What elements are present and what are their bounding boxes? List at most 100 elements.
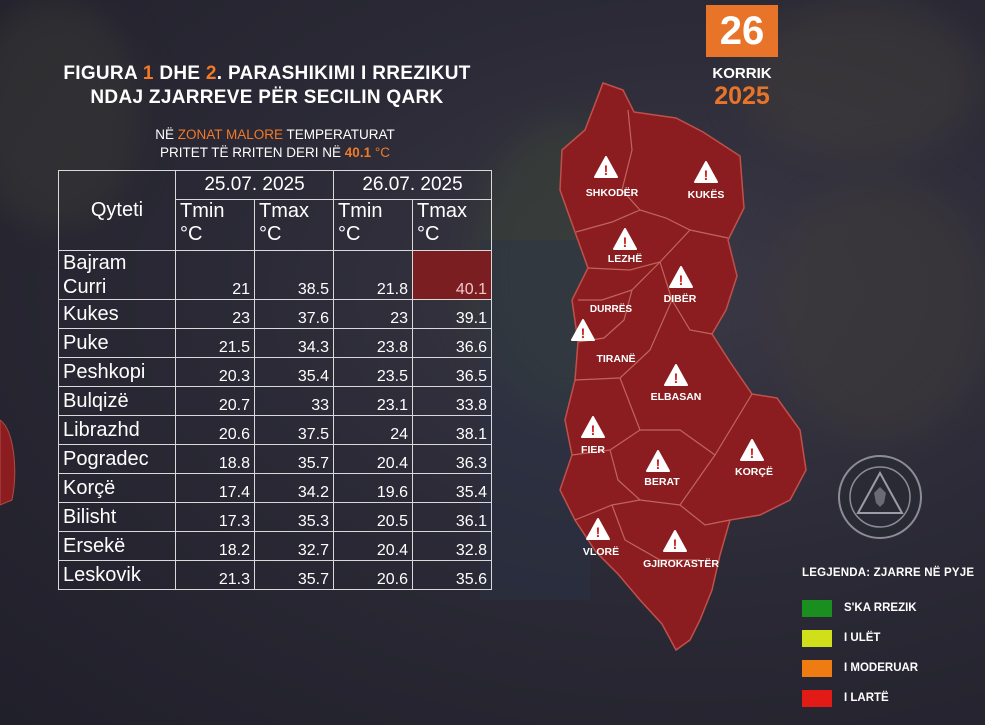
- terrain-texture: [770, 180, 985, 440]
- legend-swatch-yellow: [802, 629, 832, 647]
- title-line-2: NDAJ ZJARREVE PËR SECILIN QARK: [90, 87, 444, 108]
- table-row: Leskovik 21.3 35.7 20.6 35.6: [58, 560, 492, 590]
- svg-text:!: !: [679, 272, 684, 288]
- svg-text:!: !: [673, 536, 678, 552]
- region-label: DIBËR: [664, 292, 697, 305]
- tmin-cell: 19.6: [333, 473, 413, 503]
- region-labels: SHKODËR KUKËS LEZHË DIBËR DURRËS TIRANË ELBASA…: [581, 186, 773, 570]
- region-label: VLORË: [583, 545, 619, 558]
- region-label: FIER: [581, 444, 605, 456]
- tmax-cell: 36.5: [412, 357, 492, 387]
- note-text: TEMPERATURAT: [283, 127, 395, 142]
- tmin-cell: 17.3: [175, 502, 255, 532]
- tmin-cell: 20.6: [333, 560, 413, 590]
- warning-triangle-icon: !: [586, 518, 610, 540]
- figure-number-2: 2: [205, 63, 217, 84]
- region-label: SHKODËR: [586, 186, 639, 199]
- tmax-cell: 37.6: [254, 299, 334, 329]
- region-label: KUKËS: [688, 188, 725, 201]
- tmax-cell: 34.3: [254, 328, 334, 358]
- title-text: . PARASHIKIMI I RREZIKUT: [216, 63, 471, 84]
- date-header-1: 25.07. 2025: [175, 170, 334, 200]
- tmin-cell: 21.8: [333, 250, 413, 300]
- temperature-note: NË ZONAT MALORE TEMPERATURAT PRITET TË R…: [110, 126, 440, 162]
- table-row: Bajram Curri 21 38.5 21.8 40.1: [58, 250, 492, 300]
- albania-outline: [559, 82, 807, 652]
- city-cell: Korçë: [58, 473, 176, 503]
- tmin-cell: 23.1: [333, 386, 413, 416]
- svg-text:!: !: [656, 456, 661, 472]
- tmax-cell: 36.3: [412, 444, 492, 474]
- tmax-cell: 33.8: [412, 386, 492, 416]
- title-text: DHE: [153, 63, 206, 84]
- date-header-2: 26.07. 2025: [333, 170, 492, 200]
- tmax-cell: 37.5: [254, 415, 334, 445]
- legend-title: LEGJENDA: ZJARRE NË PYJE: [802, 567, 975, 579]
- tmax-cell: 39.1: [412, 299, 492, 329]
- warning-triangle-icon: !: [594, 156, 618, 178]
- note-text: PRITET TË RRITEN DERI NË: [160, 145, 345, 160]
- tmin-cell: 18.8: [175, 444, 255, 474]
- svg-text:!: !: [596, 524, 601, 540]
- svg-text:!: !: [704, 167, 709, 183]
- tmin-header: Tmin °C: [333, 199, 413, 251]
- city-cell: Ersekë: [58, 531, 176, 561]
- legend-label: I LARTË: [844, 692, 889, 704]
- warning-triangle-icon: !: [740, 439, 764, 461]
- tmax-cell: 35.6: [412, 560, 492, 590]
- legend-label: I MODERUAR: [844, 662, 919, 674]
- city-cell: Leskovik: [58, 560, 176, 590]
- tmax-cell: 35.7: [254, 444, 334, 474]
- city-cell: Bulqizë: [58, 386, 176, 416]
- title-text: FIGURA: [63, 63, 143, 84]
- city-cell: Bilisht: [58, 502, 176, 532]
- tmin-cell: 21: [175, 250, 255, 300]
- warning-triangle-icon: !: [581, 416, 605, 438]
- neighbor-region-shape: [0, 419, 16, 506]
- tmax-cell: 35.4: [412, 473, 492, 503]
- date-year: 2025: [714, 82, 770, 110]
- table-row: Bilisht 17.3 35.3 20.5 36.1: [58, 502, 492, 532]
- tmin-header: Tmin °C: [175, 199, 255, 251]
- tmin-cell: 20.6: [175, 415, 255, 445]
- legend-label: I ULËT: [844, 632, 881, 644]
- note-text: NË: [155, 127, 178, 142]
- warning-triangle-icon: !: [613, 228, 637, 250]
- terrain-texture: [740, 0, 980, 160]
- svg-text:!: !: [591, 422, 596, 438]
- tmax-cell: 32.7: [254, 531, 334, 561]
- svg-text:!: !: [674, 370, 679, 386]
- region-label: KORÇË: [735, 465, 773, 478]
- svg-text:!: !: [750, 445, 755, 461]
- city-cell: Pogradec: [58, 444, 176, 474]
- region-borders: [571, 109, 753, 561]
- svg-text:!: !: [604, 162, 609, 178]
- tmin-cell: 21.3: [175, 560, 255, 590]
- tmax-cell: 38.5: [254, 250, 334, 300]
- tmin-cell: 23: [333, 299, 413, 329]
- table-row: Korçë 17.4 34.2 19.6 35.4: [58, 473, 492, 503]
- svg-text:!: !: [623, 234, 628, 250]
- legend-swatch-green: [802, 599, 832, 617]
- date-day-badge: 26: [706, 5, 778, 57]
- legend-swatch-red: [802, 689, 832, 707]
- map-legend: LEGJENDA: ZJARRE NË PYJE S'KA RREZIK I U…: [802, 567, 982, 713]
- table-row: Bulqizë 20.7 33 23.1 33.8: [58, 386, 492, 416]
- tmax-cell: 36.1: [412, 502, 492, 532]
- figure-number-1: 1: [142, 63, 154, 84]
- city-cell: Peshkopi: [58, 357, 176, 387]
- city-cell: Librazhd: [58, 415, 176, 445]
- tmax-header: Tmax °C: [412, 199, 492, 251]
- region-label: TIRANË: [596, 352, 635, 365]
- region-label: LEZHË: [608, 252, 642, 265]
- tmax-cell: 38.1: [412, 415, 492, 445]
- tmax-cell: 35.3: [254, 502, 334, 532]
- date-month: KORRIK: [712, 65, 772, 82]
- tmax-cell: 35.4: [254, 357, 334, 387]
- legend-swatch-orange: [802, 659, 832, 677]
- tmin-cell: 21.5: [175, 328, 255, 358]
- max-temperature-value: 40.1: [344, 145, 372, 160]
- table-row: Pogradec 18.8 35.7 20.4 36.3: [58, 444, 492, 474]
- tmax-cell-highlight: 40.1: [412, 250, 492, 300]
